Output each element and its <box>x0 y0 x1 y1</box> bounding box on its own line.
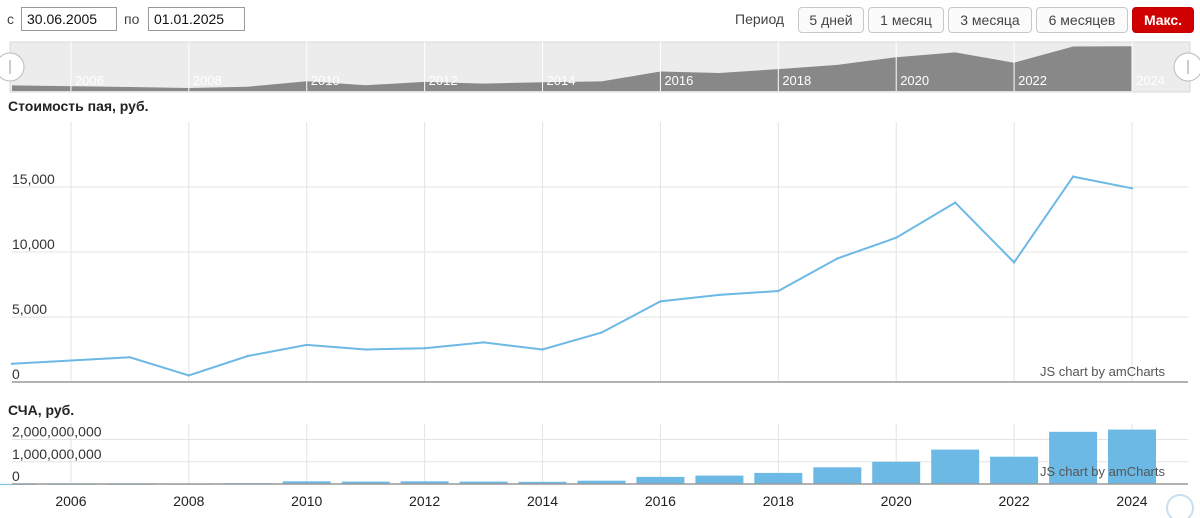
net-assets-bar <box>459 481 508 484</box>
from-label: с <box>7 11 14 27</box>
net-assets-bar <box>0 483 36 485</box>
line-y-tick-label: 15,000 <box>12 171 55 187</box>
bar-chart-title: СЧА, руб. <box>8 402 75 418</box>
bar-y-tick-label: 2,000,000,000 <box>12 424 102 440</box>
period-1-month-button[interactable]: 1 месяц <box>868 7 944 33</box>
navigator-year-label: 2006 <box>75 73 104 88</box>
unit-price-series-line <box>11 175 1133 377</box>
line-y-tick-label: 0 <box>12 366 20 382</box>
navigator-year-label: 2024 <box>1136 73 1165 88</box>
unit-price-data-point <box>777 289 780 293</box>
net-assets-bar <box>813 467 862 484</box>
x-tick-label: 2018 <box>763 493 794 509</box>
unit-price-data-point <box>10 362 14 365</box>
navigator-year-label: 2018 <box>782 73 811 88</box>
line-y-tick-label: 5,000 <box>12 301 47 317</box>
to-date-input[interactable] <box>148 7 245 31</box>
x-tick-label: 2024 <box>1116 493 1147 509</box>
to-label: по <box>124 11 140 27</box>
unit-price-data-point <box>364 348 367 351</box>
bar-y-tick-label: 0 <box>12 468 20 484</box>
unit-price-data-point <box>1012 261 1016 264</box>
x-tick-label: 2010 <box>291 493 322 509</box>
x-tick-label: 2020 <box>881 493 912 509</box>
period-controls: с по Период 5 дней 1 месяц 3 месяца 6 ме… <box>0 0 1200 40</box>
unit-price-data-point <box>718 293 721 297</box>
net-assets-bar <box>931 449 980 484</box>
navigator-year-label: 2016 <box>664 73 693 88</box>
net-assets-bar <box>223 483 272 485</box>
period-6-months-button[interactable]: 6 месяцев <box>1036 7 1128 33</box>
line-y-tick-label: 10,000 <box>12 236 55 252</box>
period-3-months-button[interactable]: 3 месяца <box>948 7 1032 33</box>
net-assets-bar <box>400 481 449 484</box>
period-label: Период <box>735 11 785 27</box>
unit-price-data-point <box>128 356 132 359</box>
bar-chart-credit[interactable]: JS chart by amCharts <box>1040 464 1165 479</box>
unit-price-data-point <box>1071 175 1075 178</box>
unit-price-data-point <box>600 331 603 334</box>
x-tick-label: 2006 <box>55 493 86 509</box>
bar-y-tick-label: 1,000,000,000 <box>12 446 102 462</box>
period-max-button[interactable]: Макс. <box>1132 7 1194 33</box>
net-assets-bar <box>990 456 1039 484</box>
navigator-year-label: 2008 <box>193 73 222 88</box>
navigator-left-handle[interactable] <box>0 52 25 82</box>
from-date-input[interactable] <box>21 7 117 31</box>
navigator-year-label: 2010 <box>311 73 340 88</box>
unit-price-data-point <box>836 257 839 260</box>
line-chart-title: Стоимость пая, руб. <box>8 98 149 114</box>
navigator-area <box>12 46 1132 91</box>
x-tick-label: 2012 <box>409 493 440 509</box>
navigator-year-label: 2020 <box>900 73 929 88</box>
unit-price-data-point <box>305 343 308 347</box>
unit-price-data-point <box>246 354 249 358</box>
net-assets-bar <box>577 480 626 484</box>
net-assets-bar <box>872 461 921 484</box>
navigator-year-label: 2014 <box>547 73 576 88</box>
net-assets-bar <box>105 483 154 485</box>
net-assets-bar <box>695 475 744 484</box>
net-assets-bar <box>636 476 685 484</box>
net-assets-bar <box>341 481 390 484</box>
unit-price-data-point <box>423 347 426 350</box>
unit-price-data-point <box>895 236 898 239</box>
net-assets-bar <box>282 481 331 484</box>
x-tick-label: 2022 <box>999 493 1030 509</box>
unit-price-data-point <box>482 341 485 344</box>
x-tick-label: 2008 <box>173 493 204 509</box>
navigator-right-handle[interactable] <box>1173 52 1200 82</box>
period-5-days-button[interactable]: 5 дней <box>798 7 864 33</box>
navigator-year-label: 2022 <box>1018 73 1047 88</box>
unit-price-data-point <box>953 201 957 204</box>
navigator-year-label: 2012 <box>429 73 458 88</box>
range-navigator[interactable]: 2006 2008 2010 2012 2014 2016 2018 2020 2022 2024 <box>0 0 1200 98</box>
net-assets-bar <box>754 472 803 484</box>
x-tick-label: 2014 <box>527 493 558 509</box>
unit-price-data-point <box>1130 187 1134 190</box>
net-assets-bar <box>164 483 213 485</box>
unit-price-data-point <box>541 348 544 351</box>
line-chart-credit[interactable]: JS chart by amCharts <box>1040 364 1165 379</box>
unit-price-data-point <box>659 300 662 303</box>
scroll-handle[interactable] <box>1166 494 1194 518</box>
net-assets-bar <box>518 481 567 484</box>
unit-price-data-point <box>187 374 191 377</box>
x-tick-label: 2016 <box>645 493 676 509</box>
net-assets-bar <box>46 483 95 485</box>
